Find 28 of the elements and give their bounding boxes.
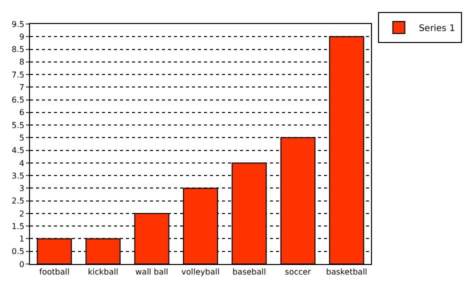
y-tick-label: 0.5 [12,247,24,256]
y-tick-label: 3 [19,184,24,194]
y-tick-label: 5.5 [12,120,24,130]
y-tick-label: 5 [19,133,24,142]
x-tick-label: basketball [326,268,368,277]
y-tick-label: 3.5 [12,171,24,180]
x-tick-label: baseball [232,268,266,277]
y-tick-label: 4.5 [12,146,24,156]
x-tick-label: soccer [284,268,312,277]
legend-label: Series 1 [418,24,456,34]
y-tick-label: 1 [19,234,24,244]
x-tick-label: wall ball [135,268,168,277]
x-tick-label: volleyball [181,268,220,277]
y-tick-label: 6 [19,108,24,118]
y-tick-label: 8.5 [12,45,24,54]
y-tick-label: 2 [19,209,24,218]
y-tick-label: 4 [19,158,24,168]
y-tick-label: 6.5 [12,96,24,105]
y-tick-label: 7.5 [12,70,24,80]
x-tick-label: kickball [88,268,118,277]
y-tick-label: 9 [19,32,24,42]
x-tick-label: football [39,268,70,277]
y-tick-label: 7 [19,82,24,92]
y-tick-label: 8 [19,58,24,67]
y-tick-label: 0 [19,260,24,269]
y-tick-label: 2.5 [12,196,24,206]
y-tick-label: 9.5 [12,20,24,29]
y-tick-label: 1.5 [12,222,24,231]
